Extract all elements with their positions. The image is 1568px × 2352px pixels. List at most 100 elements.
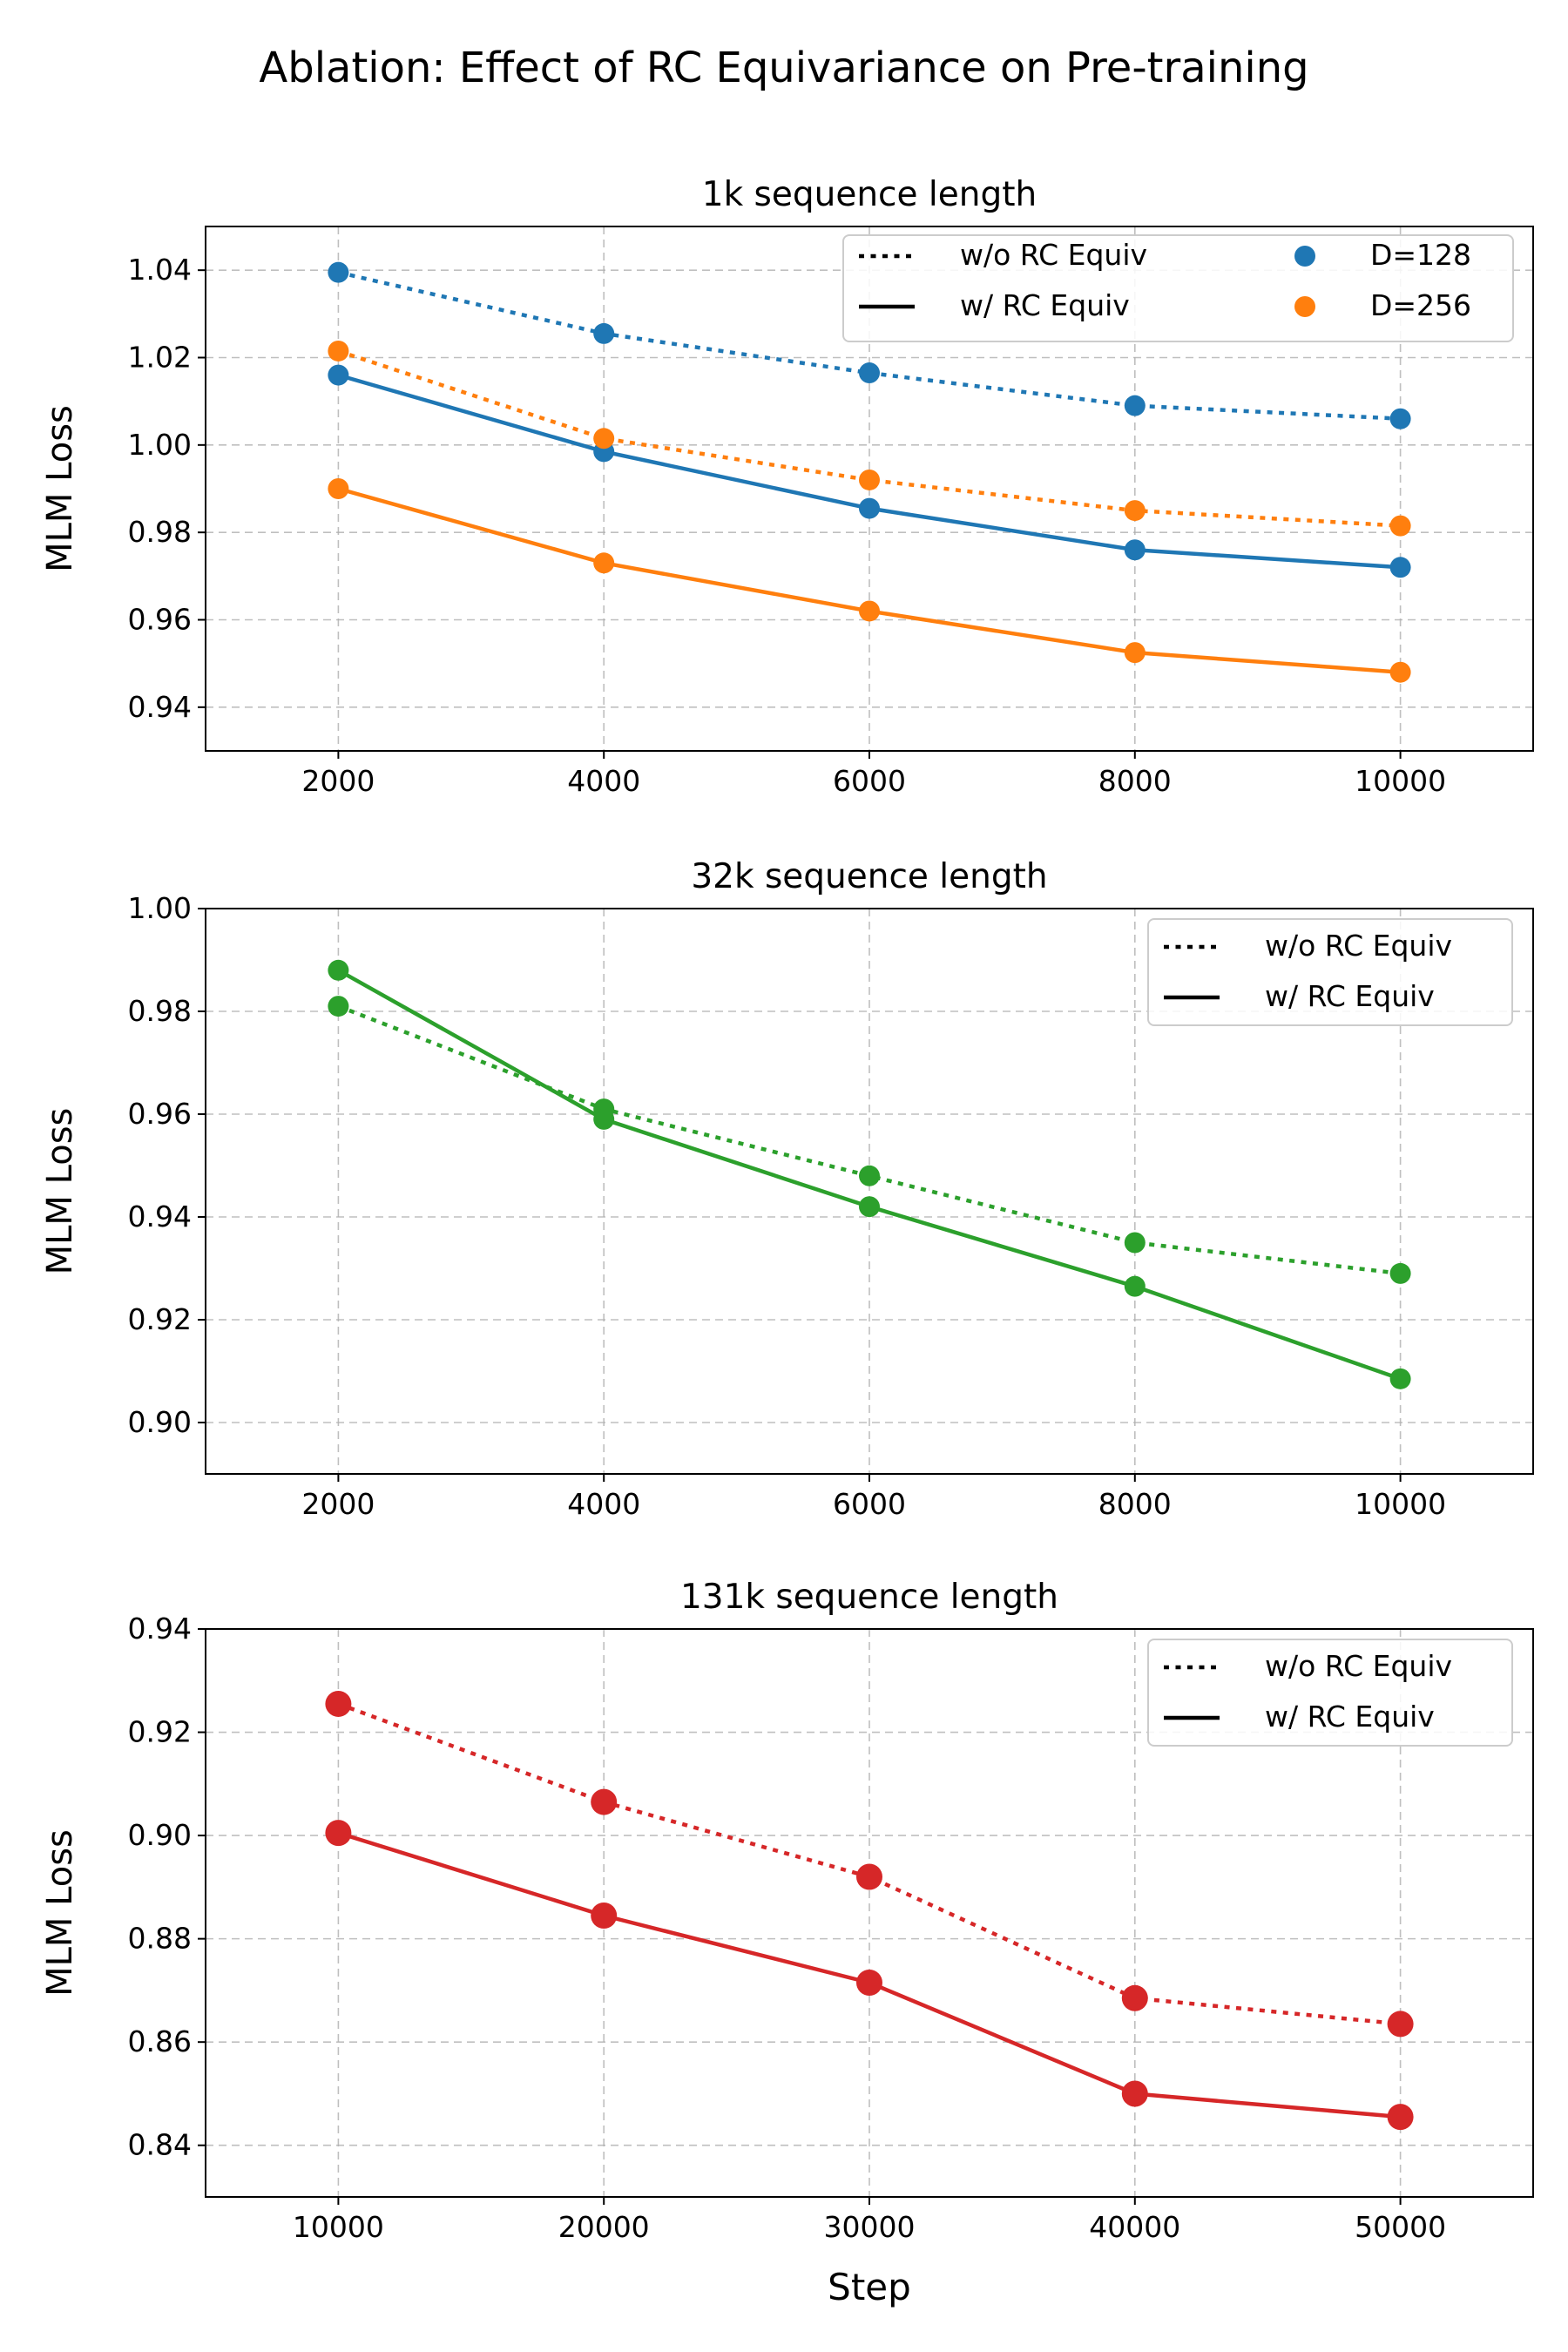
chart-3: 131k sequence length 10000 20000 30000 40000…: [40, 1578, 1534, 2308]
y-tick-label: 1.04: [128, 253, 192, 287]
chart-title: 1k sequence length: [702, 175, 1037, 214]
y-axis-label: MLM Loss: [40, 1108, 80, 1275]
data-point: [1387, 2011, 1414, 2038]
legend-box: [1147, 918, 1513, 1026]
data-point: [1124, 1275, 1146, 1297]
data-point: [859, 362, 880, 384]
x-tick-label: 40000: [1089, 2210, 1180, 2244]
y-tick-label: 0.96: [128, 1097, 192, 1131]
data-point: [591, 1902, 618, 1929]
x-tick-label: 6000: [833, 764, 906, 798]
data-point: [593, 428, 615, 449]
x-tick-label: 8000: [1098, 764, 1172, 798]
data-point: [591, 1788, 618, 1815]
x-tick-label: 2000: [301, 764, 375, 798]
y-tick-label: 0.84: [128, 2128, 192, 2162]
data-point: [328, 478, 349, 499]
data-point: [1389, 557, 1411, 578]
legend-box: [1147, 1639, 1513, 1747]
data-point: [856, 1863, 882, 1890]
data-point: [1124, 395, 1146, 416]
y-tick-label: 0.98: [128, 994, 192, 1028]
legend-label-without: w/o RC Equiv: [960, 238, 1147, 272]
y-tick-label: 0.86: [128, 2024, 192, 2058]
x-tick-label: 20000: [558, 2210, 650, 2244]
legend-marker-d256: [1294, 296, 1315, 317]
y-tick-label: 0.92: [128, 1302, 192, 1336]
y-tick-label: 0.96: [128, 603, 192, 637]
legend-label-with: w/ RC Equiv: [960, 288, 1130, 322]
y-tick-label: 0.98: [128, 515, 192, 549]
data-point: [1124, 1232, 1146, 1254]
data-point: [859, 1165, 880, 1186]
legend-marker-d128: [1294, 246, 1315, 267]
x-tick-label: 30000: [824, 2210, 916, 2244]
data-point: [1121, 2080, 1148, 2107]
chart-1: 1k sequence length 2000 4000 6000 8000 10000 0…: [40, 175, 1534, 798]
x-tick-label: 10000: [1355, 764, 1446, 798]
y-tick-label: 0.92: [128, 1715, 192, 1749]
data-point: [328, 364, 349, 386]
data-point: [328, 340, 349, 362]
legend-label-without: w/o RC Equiv: [1265, 929, 1452, 963]
data-point: [1389, 1262, 1411, 1284]
data-point: [1389, 515, 1411, 537]
data-point: [1387, 2104, 1414, 2131]
x-tick-label: 10000: [293, 2210, 384, 2244]
legend-label-with: w/ RC Equiv: [1265, 979, 1435, 1013]
chart-title: 32k sequence length: [691, 857, 1047, 896]
data-point: [1124, 539, 1146, 561]
x-tick-label: 2000: [301, 1487, 375, 1521]
legend-label-d256: D=256: [1370, 288, 1471, 322]
legend: w/o RC Equiv w/ RC Equiv D=128 D=256: [842, 234, 1514, 342]
legend-label-without: w/o RC Equiv: [1265, 1649, 1452, 1683]
y-axis-label: MLM Loss: [40, 405, 80, 572]
data-point: [1124, 642, 1146, 664]
data-point: [325, 1690, 352, 1717]
x-axis-label: Step: [828, 2266, 911, 2308]
y-tick-label: 0.88: [128, 1922, 192, 1956]
data-point: [859, 1196, 880, 1218]
legend: w/o RC Equiv w/ RC Equiv: [1147, 1639, 1513, 1747]
x-tick-label: 6000: [833, 1487, 906, 1521]
data-point: [1121, 1984, 1148, 2011]
y-tick-label: 1.00: [128, 891, 192, 925]
data-point: [593, 552, 615, 574]
series-line-1: [337, 1701, 1401, 2026]
data-point: [328, 996, 349, 1017]
data-point: [1389, 408, 1411, 429]
y-tick-label: 0.94: [128, 690, 192, 724]
data-point: [859, 469, 880, 490]
legend: w/o RC Equiv w/ RC Equiv: [1147, 918, 1513, 1026]
x-tick-label: 4000: [567, 1487, 640, 1521]
y-tick-label: 1.00: [128, 428, 192, 462]
y-tick-label: 1.02: [128, 341, 192, 375]
data-point: [859, 600, 880, 622]
figure-title: Ablation: Effect of RC Equivariance on P…: [259, 44, 1308, 92]
data-point: [593, 1108, 615, 1130]
y-tick-label: 0.90: [128, 1818, 192, 1852]
y-tick-label: 0.94: [128, 1200, 192, 1233]
legend-box: [842, 234, 1514, 342]
legend-label-d128: D=128: [1370, 238, 1471, 272]
chart-title: 131k sequence length: [680, 1578, 1058, 1617]
series-line-1: [337, 1004, 1401, 1276]
x-tick-label: 8000: [1098, 1487, 1172, 1521]
series-line-1: [337, 270, 1401, 421]
data-point: [328, 959, 349, 981]
y-axis-label: MLM Loss: [40, 1829, 80, 1997]
x-tick-label: 10000: [1355, 1487, 1446, 1521]
legend-label-with: w/ RC Equiv: [1265, 1700, 1435, 1734]
data-point: [1389, 661, 1411, 683]
chart-2: 32k sequence length 2000 4000 6000 8000 10000…: [40, 857, 1534, 1521]
data-point: [1124, 500, 1146, 522]
data-point: [593, 322, 615, 344]
data-point: [325, 1820, 352, 1847]
data-point: [856, 1970, 882, 1997]
data-point: [1389, 1368, 1411, 1389]
y-tick-label: 0.94: [128, 1612, 192, 1646]
x-tick-label: 50000: [1355, 2210, 1446, 2244]
y-tick-label: 0.90: [128, 1405, 192, 1439]
x-tick-label: 4000: [567, 764, 640, 798]
